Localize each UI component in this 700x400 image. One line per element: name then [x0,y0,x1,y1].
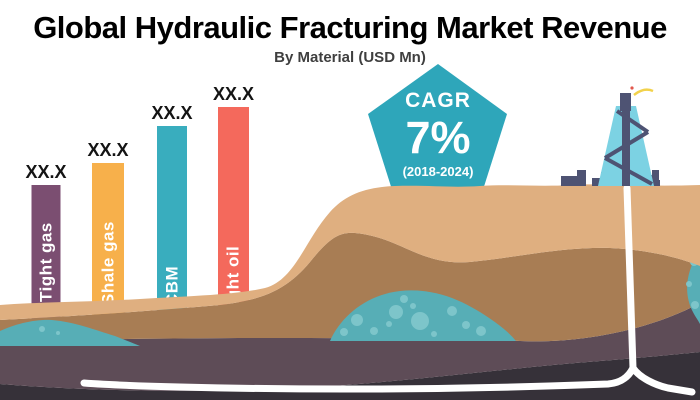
pentagon-icon [368,64,507,196]
page-title: Global Hydraulic Fracturing Market Reven… [33,10,667,45]
bar-value-tight-gas: XX.X [25,162,66,182]
cagr-period: (2018-2024) [403,164,474,179]
bar-value-shale-gas: XX.X [87,140,128,160]
aquifer-left [0,319,140,346]
bar-label-tight-gas: Tight gas [37,222,56,302]
crown-block-icon [620,93,631,111]
well-pipe-icon [80,184,696,396]
aquifer-bubbles-icon [39,258,699,337]
soil-layer-brown [0,232,700,342]
surface-layer-tan [0,184,700,320]
bar-value-tight-oil: XX.X [213,84,254,104]
bar-group: XX.X XX.X XX.X XX.X Tight gas Shale gas … [25,84,254,337]
page-subtitle: By Material (USD Mn) [274,49,426,66]
drilling-rig-icon [561,86,660,186]
bar-label-cbm: CBM [163,266,182,306]
bar-label-shale-gas: Shale gas [99,221,118,305]
cagr-label: CAGR [405,89,471,112]
rock-layer-purple [0,303,700,391]
cagr-value: 7% [405,112,470,163]
header: Global Hydraulic Fracturing Market Reven… [0,0,700,66]
gas-flare-icon [633,88,654,96]
cagr-badge: CAGR 7% (2018-2024) [368,64,507,196]
bar-value-cbm: XX.X [151,103,192,123]
